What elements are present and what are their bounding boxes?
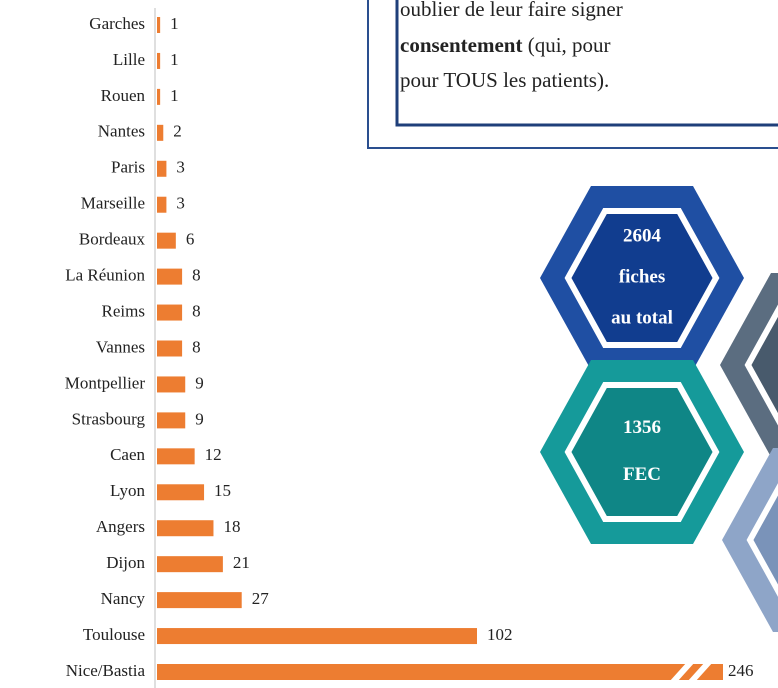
bar [157, 664, 723, 680]
value-label: 9 [195, 373, 204, 392]
value-label: 1 [170, 50, 179, 69]
category-label: Strasbourg [72, 409, 146, 428]
value-label: 9 [195, 409, 204, 428]
category-label: Dijon [106, 553, 145, 572]
value-label: 3 [176, 194, 185, 213]
category-label: Reims [102, 301, 145, 320]
value-label: 8 [192, 337, 201, 356]
bar [157, 52, 161, 69]
bar [157, 484, 205, 501]
category-label: Nantes [98, 122, 145, 141]
hexagon-inner [746, 483, 778, 597]
category-label: Lyon [110, 481, 145, 500]
bar [157, 412, 186, 429]
text-line: oublier de leur faire signer [400, 0, 623, 21]
hexagon-label: 1356 [623, 417, 661, 438]
bar [157, 304, 183, 321]
bar [157, 268, 183, 285]
category-label: Bordeaux [79, 230, 146, 249]
category-label: Paris [111, 158, 145, 177]
bar [157, 196, 167, 213]
bar [157, 88, 161, 105]
value-label: 3 [176, 158, 185, 177]
text-line: consentement (qui, pour [400, 33, 611, 57]
hexagon-label: fiches [619, 266, 665, 287]
category-label: Nice/Bastia [66, 661, 146, 680]
category-label: Rouen [101, 86, 146, 105]
text-box [367, 0, 778, 149]
bar [157, 17, 161, 33]
category-label: Montpellier [65, 373, 146, 392]
axis-break [687, 662, 713, 682]
box-frame [367, 0, 778, 149]
value-label: 6 [186, 230, 195, 249]
hexagon-label: au total [611, 307, 673, 328]
value-label: 21 [233, 553, 250, 572]
bar [157, 628, 477, 645]
hexagon-inner [564, 208, 720, 348]
value-label: 18 [223, 517, 240, 536]
bar [157, 556, 223, 573]
value-label: 102 [487, 625, 513, 644]
category-label: Vannes [96, 337, 145, 356]
category-label: Marseille [81, 194, 145, 213]
value-label: 27 [252, 589, 269, 608]
value-label: 246 [728, 661, 754, 680]
text-run: oublier de leur faire signer [400, 0, 623, 21]
value-label: 15 [214, 481, 231, 500]
bar [157, 160, 167, 177]
text-run: pour TOUS les patients). [400, 68, 609, 92]
bar [157, 592, 242, 609]
category-label: La Réunion [65, 266, 145, 285]
text-run: (qui, pour [522, 33, 610, 57]
value-label: 1 [170, 86, 179, 105]
hexagon-inner [744, 304, 778, 426]
hexagon-inner [564, 382, 720, 522]
value-label: 8 [192, 266, 201, 285]
category-label: Nancy [101, 589, 146, 608]
text-line: pour TOUS les patients). [400, 68, 609, 92]
bar [157, 124, 164, 141]
category-label: Caen [110, 445, 145, 464]
text-run: consentement [400, 33, 522, 57]
category-label: Garches [89, 14, 145, 33]
value-label: 2 [173, 122, 182, 141]
bar [157, 520, 214, 537]
category-label: Angers [96, 517, 145, 536]
value-label: 12 [205, 445, 222, 464]
value-label: 8 [192, 301, 201, 320]
hexagons [720, 273, 778, 632]
category-label: Toulouse [83, 625, 145, 644]
hexagon-label: 2604 [623, 225, 662, 246]
bar [157, 232, 176, 249]
bar [157, 448, 195, 465]
axis-break [669, 662, 695, 682]
box-border [395, 0, 778, 127]
bar [157, 340, 183, 357]
value-label: 1 [170, 14, 179, 33]
hexagon-label: FEC [623, 464, 661, 485]
bar [157, 376, 186, 393]
category-label: Lille [113, 50, 145, 69]
